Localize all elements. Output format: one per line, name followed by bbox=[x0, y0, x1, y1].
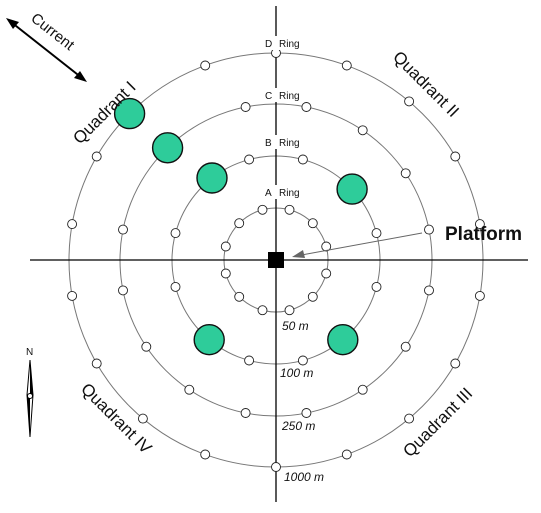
station-marker bbox=[200, 449, 211, 460]
distance-label-100m: 100 m bbox=[280, 366, 313, 380]
station-marker bbox=[450, 151, 461, 162]
station-marker bbox=[220, 241, 231, 252]
station-marker bbox=[244, 154, 255, 165]
ring-label-b-letter: B bbox=[265, 138, 272, 149]
station-marker bbox=[184, 384, 195, 395]
station-marker bbox=[141, 341, 152, 352]
station-marker bbox=[170, 228, 181, 239]
ring-label-d-word: Ring bbox=[279, 39, 300, 50]
compass-label: N bbox=[26, 347, 33, 358]
current-arrow bbox=[6, 18, 87, 82]
station-marker bbox=[424, 224, 434, 235]
station-marker bbox=[297, 154, 308, 165]
station-marker bbox=[91, 358, 102, 369]
station-marker bbox=[220, 268, 231, 279]
station-marker bbox=[297, 355, 308, 366]
ring-label-bg-d bbox=[262, 36, 302, 50]
station-marker bbox=[244, 355, 255, 366]
station-marker bbox=[284, 204, 295, 215]
station-marker bbox=[400, 341, 411, 352]
station-marker bbox=[400, 168, 411, 179]
highlighted-station bbox=[196, 162, 228, 194]
ring-label-bg-c bbox=[262, 88, 302, 102]
highlighted-station bbox=[336, 173, 368, 205]
station-marker bbox=[257, 204, 268, 215]
station-marker bbox=[404, 413, 415, 424]
ring-label-a-word: Ring bbox=[279, 188, 300, 199]
station-marker bbox=[321, 241, 332, 252]
station-marker bbox=[341, 449, 352, 460]
current-label: Current bbox=[28, 10, 79, 55]
station-marker bbox=[307, 291, 318, 302]
station-marker bbox=[450, 358, 461, 369]
station-marker bbox=[371, 228, 382, 239]
station-marker bbox=[474, 290, 485, 301]
distance-label-250m: 250 m bbox=[281, 419, 315, 433]
ring-label-bg-a bbox=[262, 185, 302, 199]
highlighted-station bbox=[193, 324, 225, 356]
station-marker bbox=[137, 413, 148, 424]
station-marker bbox=[284, 305, 295, 316]
ring-label-d-letter: D bbox=[265, 39, 272, 50]
station-marker bbox=[371, 281, 382, 292]
distance-label-1000m: 1000 m bbox=[284, 470, 324, 484]
highlighted-station bbox=[151, 132, 184, 164]
station-marker bbox=[271, 462, 281, 472]
station-marker bbox=[404, 96, 415, 107]
station-marker bbox=[240, 102, 251, 112]
platform-arrow bbox=[292, 232, 423, 258]
station-marker bbox=[200, 60, 211, 71]
station-marker bbox=[257, 305, 268, 316]
highlighted-station bbox=[113, 97, 146, 130]
station-marker bbox=[321, 268, 332, 279]
station-marker bbox=[301, 408, 312, 418]
ring-label-bg-b bbox=[262, 135, 302, 149]
station-marker bbox=[118, 285, 128, 296]
north-arrow-icon: N bbox=[26, 347, 34, 438]
station-marker bbox=[67, 290, 78, 301]
distance-label-50m: 50 m bbox=[282, 319, 309, 333]
station-marker bbox=[234, 218, 245, 229]
ring-label-b-word: Ring bbox=[279, 138, 300, 149]
station-marker bbox=[307, 218, 318, 229]
station-marker bbox=[234, 291, 245, 302]
platform-label: Platform bbox=[445, 224, 522, 245]
highlighted-station bbox=[327, 324, 359, 356]
ring-label-c-word: Ring bbox=[279, 91, 300, 102]
platform-marker bbox=[268, 252, 284, 268]
station-marker bbox=[357, 384, 368, 395]
station-marker bbox=[91, 151, 102, 162]
stations-layer bbox=[67, 48, 485, 472]
station-marker bbox=[341, 60, 352, 71]
station-marker bbox=[67, 219, 78, 230]
station-marker bbox=[170, 281, 181, 292]
station-marker bbox=[474, 219, 485, 230]
station-marker bbox=[424, 285, 434, 296]
ring-label-c-letter: C bbox=[265, 91, 272, 102]
distance-labels: 50 m 100 m 250 m 1000 m bbox=[280, 319, 324, 484]
station-marker bbox=[240, 408, 251, 418]
ring-label-a-letter: A bbox=[265, 188, 272, 199]
station-marker bbox=[301, 102, 312, 112]
ring-labels: D Ring C Ring B Ring A Ring bbox=[262, 36, 302, 199]
station-marker bbox=[357, 125, 368, 136]
station-marker bbox=[118, 224, 128, 235]
quadrant-label-2: Quadrant II bbox=[389, 47, 463, 121]
